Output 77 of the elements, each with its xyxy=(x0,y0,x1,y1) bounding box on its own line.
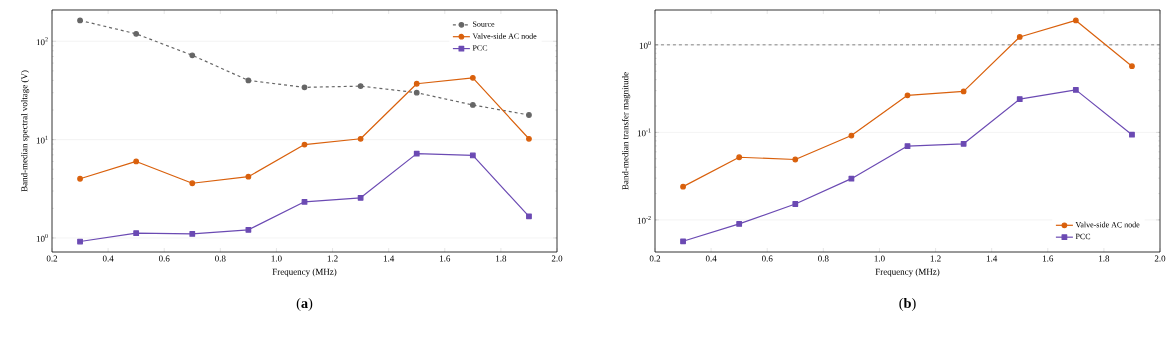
y-tick-label: 10$^{0}$ xyxy=(36,234,48,242)
x-tick-label: 1.0 xyxy=(271,255,282,262)
point xyxy=(301,84,308,91)
point xyxy=(1016,96,1023,102)
x-tick-label: 2.0 xyxy=(1154,255,1166,262)
point xyxy=(848,132,855,139)
point xyxy=(77,238,83,245)
x-tick-label: 0.8 xyxy=(215,255,226,262)
point xyxy=(77,175,83,182)
point xyxy=(1016,34,1023,40)
x-tick-label: 0.2 xyxy=(46,255,58,262)
x-tick-label: 1.8 xyxy=(496,255,507,262)
point xyxy=(1129,63,1135,70)
point xyxy=(792,201,799,207)
text: (a) xyxy=(296,297,313,311)
point xyxy=(301,141,308,148)
point xyxy=(245,226,252,233)
point xyxy=(469,152,476,159)
point xyxy=(848,175,855,182)
y-axis-title: Band-median transfer magnitude xyxy=(621,72,631,190)
point xyxy=(792,156,799,163)
point xyxy=(680,238,686,245)
y-tick-label: 10$^{-1}$ xyxy=(637,128,651,137)
point xyxy=(301,198,308,205)
point xyxy=(413,80,420,87)
point xyxy=(904,92,911,99)
point xyxy=(133,158,140,165)
point xyxy=(357,135,364,142)
point xyxy=(357,194,364,201)
point xyxy=(1072,17,1079,24)
x-tick-label: 1.4 xyxy=(986,255,998,262)
x-tick-label: 1.6 xyxy=(1042,255,1054,262)
point xyxy=(680,183,686,190)
point xyxy=(77,17,83,24)
point xyxy=(960,140,967,147)
x-tick-label: 1.8 xyxy=(1099,255,1110,262)
point xyxy=(413,89,420,96)
point xyxy=(526,213,532,220)
x-tick-label: 0.6 xyxy=(761,255,773,262)
point xyxy=(133,230,140,237)
y-tick-label: 10$^{0}$ xyxy=(639,40,651,49)
x-tick-label: 1.2 xyxy=(930,255,941,262)
point xyxy=(245,77,252,84)
x-tick-label: 1.4 xyxy=(383,255,395,262)
point xyxy=(469,102,476,108)
x-tick-label: 0.6 xyxy=(158,255,170,262)
point xyxy=(189,52,196,59)
text: (b) xyxy=(899,297,916,311)
point xyxy=(189,231,196,237)
y-tick-label: 10$^{-2}$ xyxy=(637,215,651,224)
point xyxy=(413,150,420,157)
point xyxy=(526,135,532,142)
x-axis-title: Frequency (MHz) xyxy=(272,268,337,277)
point xyxy=(1072,86,1079,93)
y-tick-label: 10$^{1}$ xyxy=(36,135,48,144)
point xyxy=(133,30,140,37)
point xyxy=(526,112,532,118)
x-tick-label: 2.0 xyxy=(551,255,563,262)
x-tick-label: 0.4 xyxy=(102,255,114,262)
x-tick-label: 0.4 xyxy=(705,255,717,262)
point xyxy=(736,154,743,161)
x-tick-label: 1.6 xyxy=(439,255,451,262)
x-tick-label: 0.2 xyxy=(649,255,661,262)
point xyxy=(357,83,364,90)
point xyxy=(1129,131,1135,138)
y-axis-title: Band-median spectral voltage (V) xyxy=(21,70,30,192)
point xyxy=(904,143,911,149)
point xyxy=(960,88,967,95)
x-tick-label: 1.2 xyxy=(327,255,338,262)
x-tick-label: 0.8 xyxy=(818,255,829,262)
point xyxy=(469,74,476,81)
point xyxy=(189,180,196,187)
point xyxy=(736,221,743,227)
y-tick-label: 10$^{2}$ xyxy=(36,37,48,46)
x-axis-title: Frequency (MHz) xyxy=(875,268,940,277)
x-tick-label: 1.0 xyxy=(874,255,885,262)
point xyxy=(245,173,252,180)
